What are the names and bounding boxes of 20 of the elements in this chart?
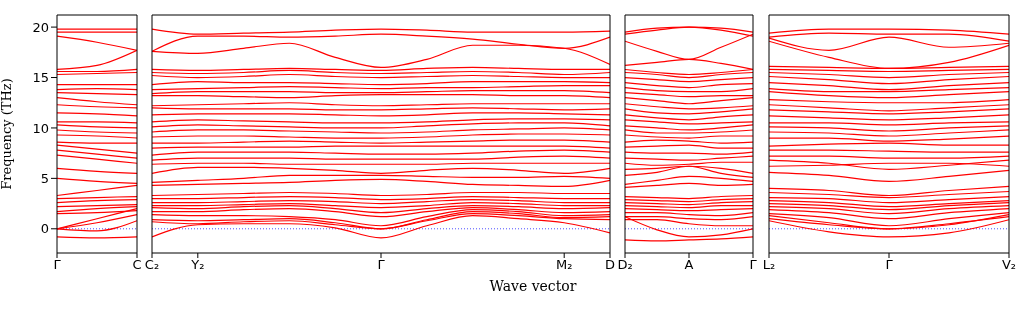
y-tick-label: 5	[40, 170, 49, 186]
x-axis-title: Wave vector	[488, 278, 578, 294]
x-tick-label: D	[604, 257, 616, 273]
x-tick-label: Γ	[749, 257, 758, 273]
x-tick-label: M₂	[555, 257, 573, 273]
y-tick-label: 15	[32, 70, 49, 86]
y-tick-label: 20	[32, 19, 49, 35]
y-tick-label: 10	[32, 120, 49, 136]
x-tick-label: A	[684, 257, 694, 273]
x-tick-label: Y₂	[190, 257, 205, 273]
x-tick-label: V₂	[1001, 257, 1017, 273]
x-tick-label: Γ	[53, 257, 62, 273]
y-tick-label: 0	[40, 221, 49, 237]
x-tick-label: L₂	[762, 257, 776, 273]
x-tick-label: C₂	[144, 257, 160, 273]
x-tick-label: C	[132, 257, 142, 273]
y-axis-title: Frequency (THz)	[0, 78, 14, 190]
x-tick-label: D₂	[617, 257, 633, 273]
x-tick-label: Γ	[885, 257, 894, 273]
x-tick-label: Γ	[377, 257, 386, 273]
